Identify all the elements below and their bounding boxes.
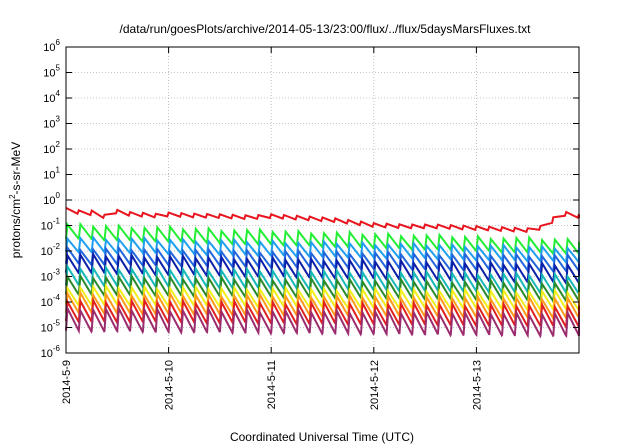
y-tick-label: 101: [43, 166, 60, 182]
y-tick-label: 10-3: [41, 268, 61, 284]
chart-title: /data/run/goesPlots/archive/2014-05-13/2…: [120, 22, 532, 36]
y-label-suffix: -s-sr-MeV: [9, 142, 23, 195]
y-tick-base: 10: [43, 93, 55, 105]
y-tick-exp: -5: [53, 319, 61, 328]
y-tick-base: 10: [43, 170, 55, 182]
x-tick-label: 2014-5-12: [369, 360, 381, 410]
x-tick-label: 2014-5-10: [164, 360, 176, 410]
y-tick-base: 10: [43, 68, 55, 80]
y-tick-exp: -6: [53, 344, 61, 353]
y-tick-base: 10: [43, 119, 55, 131]
y-tick-label: 10-5: [41, 319, 61, 335]
series-line-3: [65, 234, 580, 264]
y-tick-base: 10: [41, 297, 53, 309]
y-tick-base: 10: [43, 144, 55, 156]
y-tick-exp: -4: [53, 293, 61, 302]
y-tick-label: 102: [43, 140, 60, 156]
series-lines: [65, 207, 580, 339]
y-tick-label: 104: [43, 89, 60, 105]
series-line-11: [65, 304, 580, 339]
y-tick-exp: -3: [53, 268, 61, 277]
y-tick-label: 105: [43, 64, 60, 80]
y-tick-exp: 3: [56, 115, 61, 124]
y-tick-exp: 4: [56, 89, 61, 98]
x-axis-label: Coordinated Universal Time (UTC): [230, 430, 414, 444]
y-tick-label: 103: [43, 115, 60, 131]
y-tick-exp: -1: [53, 217, 61, 226]
y-label-prefix: protons/cm: [9, 199, 23, 258]
y-tick-exp: -2: [53, 242, 61, 251]
y-tick-label: 106: [43, 38, 60, 54]
y-tick-exp: 0: [56, 191, 61, 200]
y-tick-base: 10: [43, 42, 55, 54]
y-tick-base: 10: [43, 195, 55, 207]
series-line-1: [65, 207, 580, 234]
x-tick-label: 2014-5-9: [61, 360, 73, 404]
y-tick-label: 10-1: [41, 217, 61, 233]
y-tick-base: 10: [41, 246, 53, 258]
y-tick-label: 10-2: [41, 242, 61, 258]
y-tick-base: 10: [41, 272, 53, 284]
y-label-sup: 2: [8, 194, 17, 199]
y-axis-label: protons/cm2-s-sr-MeV: [8, 142, 23, 258]
y-tick-exp: 2: [56, 140, 61, 149]
y-tick-label: 10-4: [41, 293, 61, 309]
x-tick-label: 2014-5-11: [266, 360, 278, 409]
y-tick-label: 10-6: [41, 344, 61, 360]
y-tick-label: 100: [43, 191, 60, 207]
x-axis-ticks: 2014-5-9 2014-5-10 2014-5-11 2014-5-12 2014-…: [61, 47, 483, 410]
y-tick-exp: 1: [56, 166, 61, 175]
y-tick-base: 10: [41, 323, 53, 335]
y-tick-base: 10: [41, 348, 53, 360]
y-tick-base: 10: [41, 221, 53, 233]
x-tick-label: 2014-5-13: [471, 360, 483, 410]
y-tick-exp: 5: [56, 64, 61, 73]
y-tick-exp: 6: [56, 38, 61, 47]
y-axis-ticks: 10-610-510-410-310-210-11001011021031041…: [41, 38, 579, 360]
